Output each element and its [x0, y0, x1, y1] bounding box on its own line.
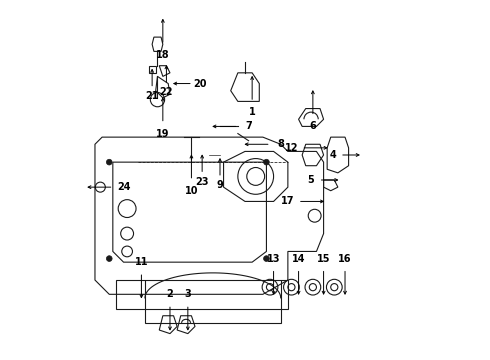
Text: 1: 1 — [249, 107, 255, 117]
Text: 6: 6 — [310, 121, 316, 131]
Text: 24: 24 — [117, 182, 130, 192]
Text: 3: 3 — [184, 289, 191, 299]
Text: 21: 21 — [146, 91, 159, 101]
Text: 15: 15 — [317, 253, 330, 264]
Text: 17: 17 — [281, 197, 294, 206]
Text: 11: 11 — [135, 257, 148, 267]
Text: 2: 2 — [167, 289, 173, 299]
Text: 7: 7 — [245, 121, 252, 131]
Text: 23: 23 — [196, 177, 209, 187]
Text: 4: 4 — [329, 150, 336, 160]
Text: 14: 14 — [292, 253, 305, 264]
Text: 18: 18 — [156, 50, 170, 60]
Circle shape — [106, 159, 112, 165]
Text: 12: 12 — [285, 143, 298, 153]
Text: 8: 8 — [277, 139, 284, 149]
Text: 9: 9 — [217, 180, 223, 190]
Circle shape — [264, 256, 270, 261]
Text: 13: 13 — [267, 253, 280, 264]
Text: 5: 5 — [308, 175, 315, 185]
Circle shape — [264, 159, 270, 165]
Text: 20: 20 — [194, 78, 207, 89]
Circle shape — [106, 256, 112, 261]
Text: 19: 19 — [156, 129, 170, 139]
Text: 22: 22 — [160, 87, 173, 98]
Text: 10: 10 — [185, 186, 198, 196]
Text: 16: 16 — [338, 253, 352, 264]
